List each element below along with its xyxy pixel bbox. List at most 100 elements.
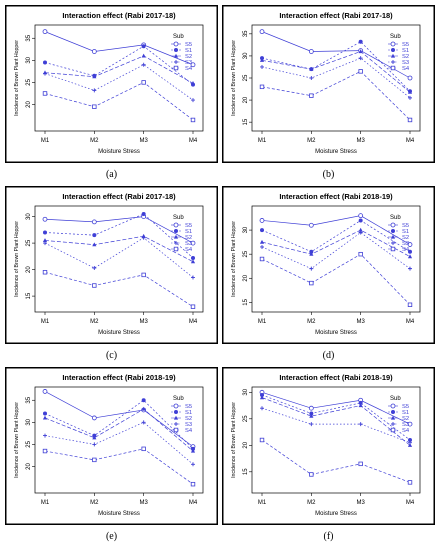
series-s3 <box>43 420 195 467</box>
data-point <box>259 58 265 62</box>
y-tick-label: 30 <box>243 52 249 59</box>
legend-marker <box>173 65 179 71</box>
x-tick-label: M4 <box>189 319 198 325</box>
data-point <box>408 249 412 254</box>
data-point <box>91 219 97 225</box>
x-tick-label: M3 <box>356 319 365 325</box>
data-point <box>92 233 97 238</box>
series-s2 <box>259 227 413 259</box>
legend-entry: S4 <box>185 247 193 253</box>
data-point <box>190 62 196 68</box>
legend-marker <box>390 246 396 252</box>
series-line <box>261 229 411 257</box>
data-point <box>407 421 413 427</box>
series-line <box>261 51 411 93</box>
legend-entry: S2 <box>185 416 192 422</box>
data-point <box>407 75 413 81</box>
chart-title: Interaction effect (Rabi 2017-18) <box>279 11 393 20</box>
panel-label-f: (f) <box>323 531 334 542</box>
data-point <box>407 480 413 485</box>
legend-entry: S5 <box>185 42 192 48</box>
data-point <box>92 88 97 93</box>
y-tick-label: 35 <box>26 396 32 403</box>
legend-entry: S1 <box>402 48 409 54</box>
y-tick-label: 20 <box>26 266 32 273</box>
series-s2 <box>42 233 196 264</box>
legend-title: Sub <box>173 215 184 221</box>
data-point <box>309 249 314 254</box>
legend-marker <box>391 48 395 52</box>
y-tick-label: 20 <box>26 101 32 108</box>
series-line <box>44 213 194 259</box>
data-point <box>309 422 314 427</box>
legend-marker <box>174 60 178 64</box>
x-tick-label: M3 <box>139 500 148 506</box>
legend-marker <box>173 53 179 58</box>
data-point <box>358 56 363 61</box>
legend-entry: S4 <box>402 428 410 434</box>
data-point <box>43 241 47 246</box>
chart-panel-e: Interaction effect (Rabi 2018-19) 20 25 30 3… <box>5 367 218 525</box>
legend-marker <box>174 241 178 245</box>
legend-marker <box>390 427 396 433</box>
legend-entry: S2 <box>402 416 409 422</box>
legend-marker <box>173 246 179 252</box>
data-point <box>407 443 413 447</box>
legend-entry: S5 <box>402 42 409 48</box>
x-tick-label: M2 <box>90 138 99 144</box>
data-point <box>42 415 48 420</box>
data-point <box>259 437 265 443</box>
legend-entry: S3 <box>402 60 409 66</box>
data-point <box>141 272 146 278</box>
legend-marker <box>391 410 395 414</box>
data-point <box>141 398 146 403</box>
y-tick-label: 20 <box>26 463 32 470</box>
legend-entry: S3 <box>185 241 192 247</box>
series-line <box>44 82 194 121</box>
y-tick-label: 30 <box>243 388 249 395</box>
y-tick-label: 25 <box>243 250 249 257</box>
x-axis-label: Moisture Stress <box>315 330 357 336</box>
legend-entry: S4 <box>402 66 410 72</box>
series-line <box>261 215 411 245</box>
panel-label-b: (b) <box>322 169 335 180</box>
legend-marker <box>174 422 178 426</box>
data-point <box>260 392 264 397</box>
series-line <box>44 45 194 85</box>
legend-entry: S5 <box>185 404 192 410</box>
legend-entry: S2 <box>185 235 192 241</box>
chart-svg: Interaction effect (Rabi 2018-19) 20 25 30 3… <box>5 367 218 525</box>
y-tick-label: 25 <box>243 74 249 81</box>
chart-svg: Interaction effect (Rabi 2017-18) 20 25 30 3… <box>5 5 218 163</box>
chart-title: Interaction effect (Rabi 2017-18) <box>62 11 176 20</box>
legend-marker <box>174 410 178 414</box>
data-point <box>42 216 48 222</box>
y-tick-label: 15 <box>26 292 32 299</box>
legend-marker <box>173 222 179 228</box>
data-point <box>358 69 363 74</box>
data-point <box>309 76 314 80</box>
series-line <box>261 41 411 92</box>
plot-area <box>34 205 204 313</box>
data-point <box>141 80 146 85</box>
series-line <box>261 394 411 441</box>
y-tick-label: 20 <box>243 274 249 281</box>
x-tick-label: M4 <box>406 500 415 506</box>
legend-entry: S3 <box>185 60 192 66</box>
data-point <box>141 211 146 216</box>
series-line <box>44 399 194 450</box>
series-line <box>44 408 194 452</box>
y-tick-label: 25 <box>26 239 32 246</box>
data-point <box>260 406 264 411</box>
data-point <box>190 240 196 246</box>
chart-title: Interaction effect (Rabi 2018-19) <box>279 192 393 201</box>
panel-frame <box>222 5 435 163</box>
legend-entry: S4 <box>402 247 410 253</box>
data-point <box>42 91 48 96</box>
data-point <box>309 66 314 71</box>
data-point <box>358 403 363 408</box>
y-tick-label: 25 <box>26 78 32 85</box>
